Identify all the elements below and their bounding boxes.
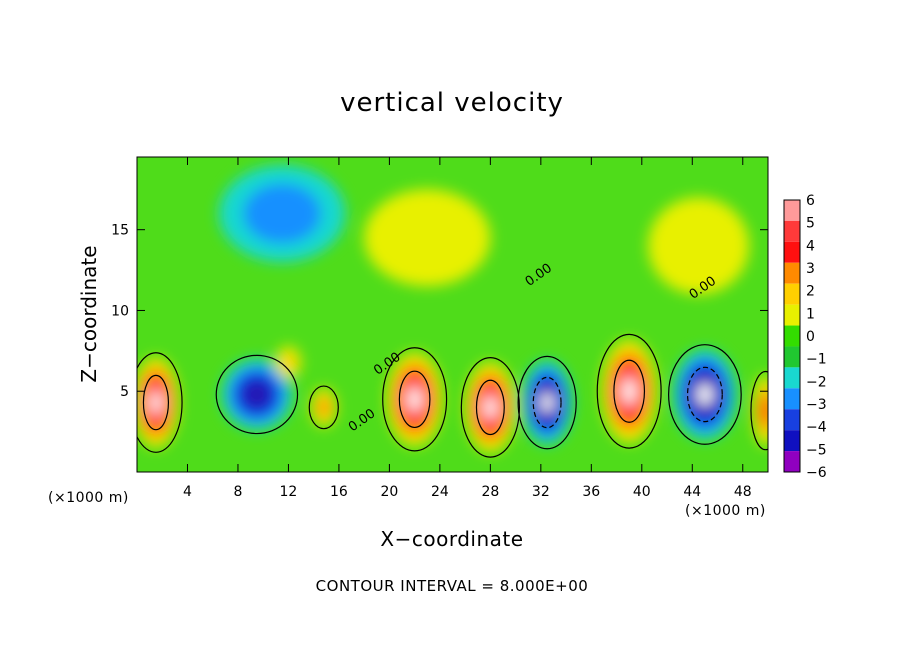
inner-contour-6 xyxy=(613,359,646,423)
colorbar-label: 2 xyxy=(806,284,815,300)
inner-contour-4 xyxy=(475,379,505,436)
velocity-cell-up-11 xyxy=(364,189,491,287)
velocity-cell-up-2 xyxy=(311,388,337,427)
colorbar-label: 6 xyxy=(806,193,815,209)
y-tick-label: 5 xyxy=(120,384,129,400)
inner-contour-7 xyxy=(686,366,723,423)
velocity-cell-down-6 xyxy=(521,360,573,445)
x-tick-label: 28 xyxy=(481,484,499,500)
zero-contour-5 xyxy=(517,355,577,450)
zero-contour-3 xyxy=(382,347,448,452)
colorbar-swatch xyxy=(784,346,800,368)
colorbar-swatch xyxy=(784,220,800,242)
velocity-cell-up-9 xyxy=(752,375,768,447)
zero-contour-8 xyxy=(750,370,768,451)
x-tick-label: 16 xyxy=(330,484,348,500)
zero-contour-1 xyxy=(215,354,299,435)
colorbar-swatch xyxy=(784,241,800,263)
colorbar: 6 5 4 3 2 1 0 −1 −2 −3 −4 −5 −6 xyxy=(783,193,827,481)
x-tick-label: 32 xyxy=(532,484,550,500)
colorbar-swatch xyxy=(784,409,800,431)
colorbar-swatch xyxy=(784,200,800,221)
colorbar-label: 4 xyxy=(806,238,815,254)
velocity-level-up-6 xyxy=(151,393,161,413)
colorbar-label: 1 xyxy=(806,306,815,322)
inner-contour-5 xyxy=(532,376,562,429)
colorbar-label: −5 xyxy=(806,442,827,458)
zero-contour-6 xyxy=(596,333,662,449)
velocity-level-up-6 xyxy=(623,380,636,403)
colorbar-swatch xyxy=(784,430,800,452)
velocity-level-up-2 xyxy=(318,398,330,416)
velocity-field: 0.00 0.000.000.00 xyxy=(137,157,768,472)
colorbar-swatch xyxy=(784,283,800,305)
zero-contour-0 xyxy=(137,352,183,453)
velocity-level-down-5 xyxy=(697,383,713,406)
colorbar-swatch xyxy=(784,262,800,284)
velocity-cell-up-3 xyxy=(275,346,302,379)
colorbar-label: −6 xyxy=(806,465,827,481)
y-tick-label: 10 xyxy=(111,303,129,319)
colorbar-label: −3 xyxy=(806,397,827,413)
colorbar-swatch xyxy=(784,451,800,472)
colorbar-swatch xyxy=(784,304,800,326)
plot-frame xyxy=(136,156,769,473)
x-unit-label-left: (×1000 m) xyxy=(48,490,129,506)
x-tick-label: 20 xyxy=(380,484,398,500)
zero-contour-2 xyxy=(308,385,339,430)
zero-contour-7 xyxy=(668,344,742,445)
velocity-cell-down-1 xyxy=(221,358,293,430)
velocity-cell-down-8 xyxy=(673,349,737,440)
velocity-level-up-0 xyxy=(364,189,491,287)
x-axis-title: X−coordinate xyxy=(380,527,524,551)
chart-title: vertical velocity xyxy=(340,88,564,118)
velocity-level-up-0 xyxy=(648,197,750,295)
colorbar-frame xyxy=(783,199,801,473)
contour-interval-note: CONTOUR INTERVAL = 8.000E+00 xyxy=(315,577,589,595)
colorbar-swatch xyxy=(784,325,800,347)
x-unit-label-right: (×1000 m) xyxy=(685,503,766,519)
colorbar-swatch xyxy=(784,367,800,389)
velocity-level-down-1 xyxy=(243,183,321,244)
x-tick-label: 40 xyxy=(633,484,651,500)
x-tick-label: 4 xyxy=(183,484,192,500)
y-tick-label: 15 xyxy=(111,223,129,239)
x-tick-label: 8 xyxy=(233,484,242,500)
velocity-cell-down-10 xyxy=(219,165,346,262)
x-tick-label: 24 xyxy=(431,484,449,500)
inner-contour-0 xyxy=(142,374,170,431)
velocity-cell-up-4 xyxy=(386,352,443,447)
colorbar-swatch xyxy=(784,388,800,410)
velocity-level-down-5 xyxy=(541,392,554,413)
velocity-level-up-1 xyxy=(280,352,297,373)
colorbar-label: −4 xyxy=(806,420,827,436)
velocity-level-down-4 xyxy=(246,384,267,405)
x-tick-label: 48 xyxy=(734,484,752,500)
velocity-cell-up-7 xyxy=(601,339,657,443)
zero-contour-4 xyxy=(460,357,520,458)
velocity-cell-up-0 xyxy=(137,357,179,448)
velocity-level-up-6 xyxy=(485,397,496,417)
colorbar-label: 0 xyxy=(806,329,815,345)
y-axis-title: Z−coordinate xyxy=(77,245,101,382)
colorbar-label: 3 xyxy=(806,261,815,277)
velocity-cell-up-12 xyxy=(648,197,750,295)
velocity-level-up-6 xyxy=(408,389,421,410)
x-tick-label: 36 xyxy=(582,484,600,500)
colorbar-label: −1 xyxy=(806,352,827,368)
velocity-cell-up-5 xyxy=(465,362,516,453)
x-tick-label: 12 xyxy=(280,484,298,500)
x-tick-label: 44 xyxy=(683,484,701,500)
inner-contour-3 xyxy=(398,370,431,429)
velocity-level-up-3 xyxy=(761,398,768,423)
colorbar-label: 5 xyxy=(806,216,815,232)
colorbar-label: −2 xyxy=(806,374,827,390)
